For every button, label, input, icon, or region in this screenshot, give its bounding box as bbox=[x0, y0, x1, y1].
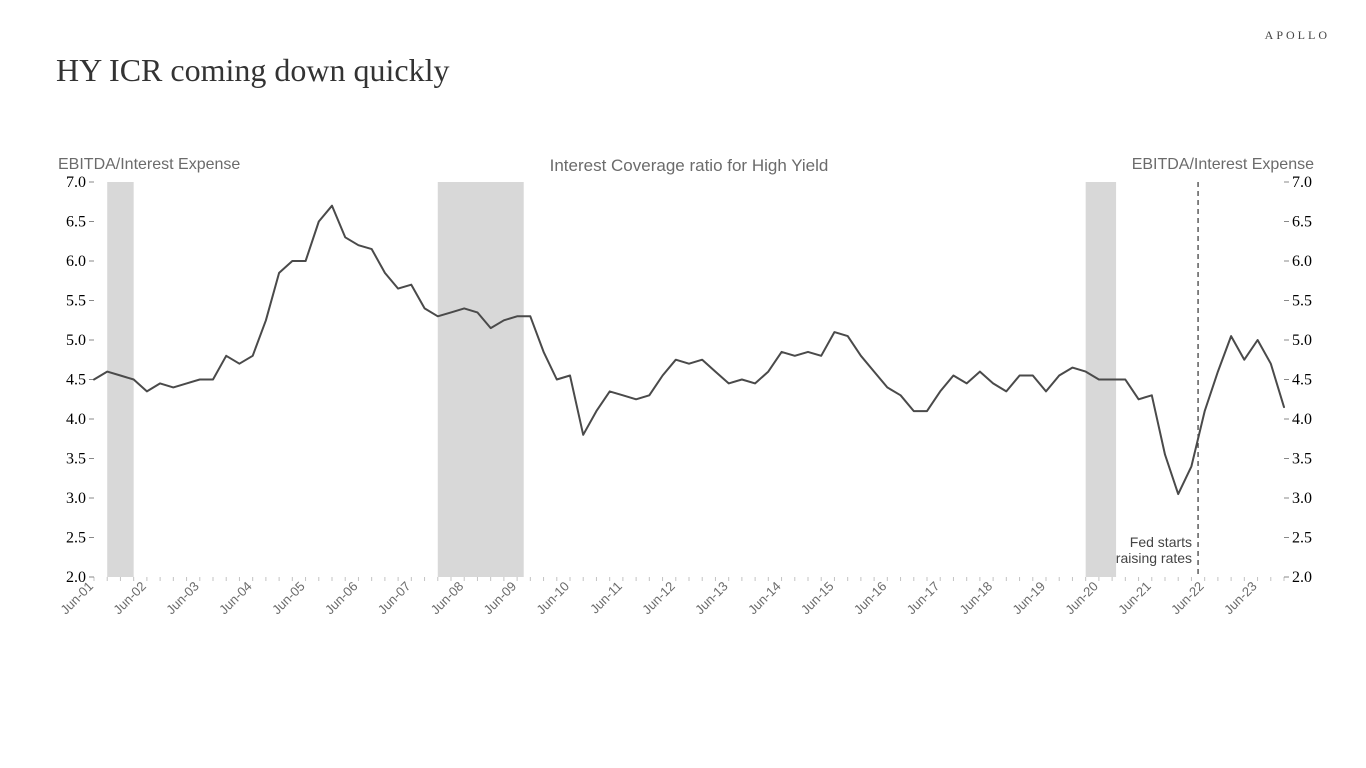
svg-text:Jun-03: Jun-03 bbox=[163, 579, 202, 618]
xtick: Jun-02 bbox=[110, 579, 149, 618]
xtick: Jun-17 bbox=[904, 579, 943, 618]
svg-text:Jun-11: Jun-11 bbox=[587, 579, 625, 617]
ytick-right: 6.5 bbox=[1292, 214, 1312, 231]
ytick-left: 4.5 bbox=[66, 372, 86, 389]
ytick-right: 4.0 bbox=[1292, 411, 1312, 428]
ytick-right: 2.5 bbox=[1292, 530, 1312, 547]
chart-subtitle: Interest Coverage ratio for High Yield bbox=[56, 156, 1322, 176]
svg-text:Jun-13: Jun-13 bbox=[692, 579, 731, 618]
ytick-right: 4.5 bbox=[1292, 372, 1312, 389]
ytick-right: 5.0 bbox=[1292, 332, 1312, 349]
xtick: Jun-20 bbox=[1062, 579, 1101, 618]
fed-annotation: Fed starts bbox=[1130, 534, 1192, 550]
xtick: Jun-19 bbox=[1009, 579, 1048, 618]
xtick: Jun-21 bbox=[1115, 579, 1154, 618]
ytick-left: 3.0 bbox=[66, 490, 86, 507]
xtick: Jun-15 bbox=[798, 579, 837, 618]
xtick: Jun-22 bbox=[1168, 579, 1207, 618]
ytick-left: 5.5 bbox=[66, 293, 86, 310]
xtick: Jun-06 bbox=[322, 579, 361, 618]
xtick: Jun-18 bbox=[957, 579, 996, 618]
svg-text:Jun-09: Jun-09 bbox=[481, 579, 520, 618]
recession-band bbox=[438, 182, 524, 577]
xtick: Jun-23 bbox=[1221, 579, 1260, 618]
ytick-left: 3.5 bbox=[66, 451, 86, 468]
xtick: Jun-09 bbox=[481, 579, 520, 618]
xtick: Jun-07 bbox=[375, 579, 414, 618]
svg-text:Jun-08: Jun-08 bbox=[428, 579, 467, 618]
svg-text:Jun-18: Jun-18 bbox=[957, 579, 996, 618]
ytick-right: 5.5 bbox=[1292, 293, 1312, 310]
ytick-right: 6.0 bbox=[1292, 253, 1312, 270]
ytick-right: 7.0 bbox=[1292, 174, 1312, 191]
ytick-left: 6.0 bbox=[66, 253, 86, 270]
brand-label: APOLLO bbox=[1265, 28, 1330, 43]
ytick-left: 6.5 bbox=[66, 214, 86, 231]
xtick: Jun-08 bbox=[428, 579, 467, 618]
xtick: Jun-05 bbox=[269, 579, 308, 618]
ytick-left: 4.0 bbox=[66, 411, 86, 428]
svg-text:Jun-16: Jun-16 bbox=[851, 579, 890, 618]
xtick: Jun-14 bbox=[745, 579, 784, 618]
svg-text:Jun-21: Jun-21 bbox=[1115, 579, 1154, 618]
svg-text:Jun-20: Jun-20 bbox=[1062, 579, 1101, 618]
svg-text:Jun-15: Jun-15 bbox=[798, 579, 837, 618]
svg-text:Jun-07: Jun-07 bbox=[375, 579, 414, 618]
xtick: Jun-16 bbox=[851, 579, 890, 618]
xtick: Jun-12 bbox=[639, 579, 678, 618]
svg-text:Jun-12: Jun-12 bbox=[639, 579, 678, 618]
ytick-left: 2.5 bbox=[66, 530, 86, 547]
svg-text:Jun-17: Jun-17 bbox=[904, 579, 943, 618]
page-root: APOLLO HY ICR coming down quickly EBITDA… bbox=[0, 0, 1366, 768]
svg-text:Jun-10: Jun-10 bbox=[533, 579, 572, 618]
svg-text:Jun-05: Jun-05 bbox=[269, 579, 308, 618]
page-title: HY ICR coming down quickly bbox=[56, 52, 449, 89]
ytick-left: 5.0 bbox=[66, 332, 86, 349]
svg-text:Jun-19: Jun-19 bbox=[1009, 579, 1048, 618]
svg-text:Jun-02: Jun-02 bbox=[110, 579, 149, 618]
xtick: Jun-10 bbox=[533, 579, 572, 618]
xtick: Jun-03 bbox=[163, 579, 202, 618]
svg-text:Jun-14: Jun-14 bbox=[745, 579, 784, 618]
svg-text:Jun-23: Jun-23 bbox=[1221, 579, 1260, 618]
ytick-left: 7.0 bbox=[66, 174, 86, 191]
svg-text:Jun-04: Jun-04 bbox=[216, 579, 255, 618]
recession-band bbox=[107, 182, 133, 577]
ytick-right: 2.0 bbox=[1292, 569, 1312, 586]
ytick-right: 3.5 bbox=[1292, 451, 1312, 468]
chart-svg: 2.02.02.52.53.03.03.53.54.04.04.54.55.05… bbox=[56, 160, 1322, 680]
xtick: Jun-11 bbox=[587, 579, 625, 617]
fed-annotation: raising rates bbox=[1116, 550, 1192, 566]
xtick: Jun-13 bbox=[692, 579, 731, 618]
svg-text:Jun-22: Jun-22 bbox=[1168, 579, 1207, 618]
chart-container: EBITDA/Interest Expense EBITDA/Interest … bbox=[56, 160, 1322, 680]
xtick: Jun-04 bbox=[216, 579, 255, 618]
svg-text:Jun-06: Jun-06 bbox=[322, 579, 361, 618]
ytick-right: 3.0 bbox=[1292, 490, 1312, 507]
